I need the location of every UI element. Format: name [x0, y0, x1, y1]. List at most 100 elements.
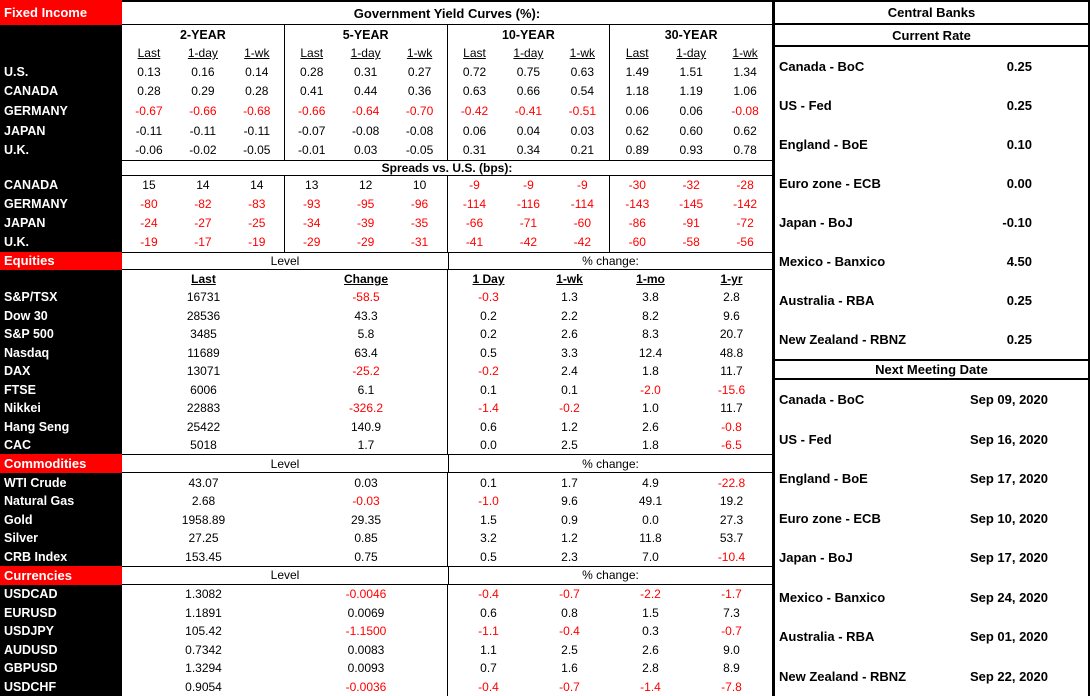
- section-header-row-equities: Equities Level% change:: [0, 251, 772, 270]
- value-cell: -60: [610, 232, 665, 252]
- row-label-japan: JAPAN: [0, 120, 122, 141]
- row-label-nikkei: Nikkei: [0, 398, 122, 418]
- value-cell: -83: [229, 194, 285, 214]
- value-cell: -42: [555, 232, 611, 252]
- value-cell: 0.75: [285, 547, 448, 566]
- value-cell: -0.42: [447, 101, 502, 121]
- value-cell: -0.7: [529, 677, 610, 696]
- meeting-value: Sep 01, 2020: [969, 629, 1048, 645]
- value-cell: 13: [284, 175, 339, 195]
- value-cell: -145: [664, 194, 719, 214]
- column-group-5-year: 5-YEAR: [284, 25, 448, 44]
- meeting-value: Sep 22, 2020: [969, 668, 1048, 684]
- value-cell: 1.49: [610, 62, 665, 82]
- value-cell: 3.8: [610, 287, 691, 307]
- current-rate-list: Canada - BoC 0.25 US - Fed 0.25 England - Bo…: [775, 47, 1088, 359]
- value-cell: -0.41: [501, 101, 556, 121]
- row-label-crb-index: CRB Index: [0, 547, 122, 566]
- spread-row-canada: CANADA 15 14 14 13 12 10 -9 -9 -9 -30 -32 -28: [0, 175, 773, 195]
- level-header: Level: [122, 251, 448, 270]
- bank-label: England - BoE: [779, 137, 868, 152]
- value-cell: 1.18: [610, 81, 665, 102]
- value-cell: 1.7: [285, 435, 448, 455]
- meeting-row-england-boe: England - BoE Sep 17, 2020: [775, 471, 1088, 486]
- value-cell: -86: [610, 213, 665, 233]
- value-cell: -35: [392, 213, 448, 233]
- yield-rows: U.S. 0.13 0.16 0.14 0.28 0.31 0.27 0.72 0.75 0.63…: [0, 62, 773, 160]
- row-label-wti-crude: WTI Crude: [0, 473, 122, 492]
- next-meeting-list: Canada - BoC Sep 09, 2020 US - Fed Sep 16, …: [775, 380, 1088, 696]
- bank-label: Canada - BoC: [779, 392, 865, 408]
- column-header-row: Last Change 1 Day 1-wk 1-mo 1-yr: [0, 269, 772, 288]
- value-cell: 1.8: [610, 435, 691, 455]
- bank-label: US - Fed: [779, 98, 832, 113]
- spacer-cell: [0, 159, 122, 176]
- value-cell: 0.5: [448, 547, 529, 566]
- value-cell: -29: [338, 232, 393, 252]
- row-ftse: FTSE 6006 6.1 0.1 0.1 -2.0 -15.6: [0, 380, 772, 399]
- yield-subheader-row: Last 1-day 1-wk Last 1-day 1-wk Last 1-day 1-wk L…: [0, 44, 773, 62]
- value-cell: -0.07: [284, 120, 339, 141]
- value-cell: 140.9: [285, 417, 448, 436]
- next-meeting-header: Next Meeting Date: [775, 359, 1088, 380]
- value-cell: 0.28: [229, 81, 285, 102]
- value-cell: -0.02: [175, 140, 230, 160]
- section-header-equities: Equities: [0, 251, 122, 270]
- value-cell: 5018: [122, 435, 285, 455]
- value-cell: 9.6: [529, 491, 610, 511]
- value-cell: -0.06: [122, 140, 176, 160]
- value-cell: 2.6: [610, 640, 691, 659]
- row-label-gbpusd: GBPUSD: [0, 658, 122, 678]
- value-cell: 0.78: [718, 140, 773, 160]
- section-header-row-commodities: Commodities Level% change:: [0, 454, 772, 474]
- yield-row-canada: CANADA 0.28 0.29 0.28 0.41 0.44 0.36 0.63 0.66 0.…: [0, 81, 773, 102]
- spacer-cell: [0, 25, 122, 44]
- value-cell: 0.03: [285, 473, 448, 492]
- value-cell: -25: [229, 213, 285, 233]
- bank-label: Mexico - Banxico: [779, 254, 886, 269]
- value-cell: -72: [718, 213, 773, 233]
- value-cell: 28536: [122, 306, 285, 325]
- value-cell: 29.35: [285, 510, 448, 529]
- value-cell: -56: [718, 232, 773, 252]
- value-cell: 1.7: [529, 473, 610, 492]
- section-equities: Equities Level% change: Last Change 1 Day 1-w…: [0, 251, 772, 455]
- value-cell: -6.5: [691, 435, 772, 455]
- value-cell: -114: [447, 194, 502, 214]
- row-label-japan: JAPAN: [0, 213, 122, 233]
- value-cell: 7.3: [691, 603, 772, 622]
- value-cell: -19: [122, 232, 176, 252]
- row-label-dax: DAX: [0, 361, 122, 381]
- row-nasdaq: Nasdaq 11689 63.4 0.5 3.3 12.4 48.8: [0, 343, 772, 362]
- value-cell: -39: [338, 213, 393, 233]
- bank-label: Canada - BoC: [779, 59, 865, 74]
- row-usdcad: USDCAD 1.3082 -0.0046 -0.4 -0.7 -2.2 -1.7: [0, 584, 772, 604]
- row-wti-crude: WTI Crude 43.07 0.03 0.1 1.7 4.9 -22.8: [0, 473, 772, 492]
- value-cell: 11.7: [691, 361, 772, 381]
- value-cell: 1.2: [529, 417, 610, 436]
- row-label-audusd: AUDUSD: [0, 640, 122, 659]
- bank-label: Euro zone - ECB: [779, 510, 881, 526]
- value-cell: -2.2: [610, 584, 691, 604]
- value-cell: 49.1: [610, 491, 691, 511]
- value-cell: -0.11: [175, 120, 230, 141]
- value-cell: 7.0: [610, 547, 691, 566]
- section-commodities: Commodities Level% change: WTI Crude 43.07 0…: [0, 454, 772, 566]
- value-cell: 27.3: [691, 510, 772, 529]
- value-cell: 2.5: [529, 640, 610, 659]
- value-cell: 0.03: [338, 140, 393, 160]
- value-cell: 16731: [122, 287, 285, 307]
- value-cell: 1.19: [664, 81, 719, 102]
- value-cell: -32: [664, 175, 719, 195]
- value-cell: 1.8: [610, 361, 691, 381]
- meeting-value: Sep 17, 2020: [969, 550, 1048, 566]
- value-cell: 1.5: [448, 510, 529, 529]
- meeting-row-new-zealand-rbnz: New Zealand - RBNZ Sep 22, 2020: [775, 669, 1088, 684]
- value-cell: 0.2: [448, 324, 529, 344]
- value-cell: 2.8: [691, 287, 772, 307]
- value-cell: 0.44: [338, 81, 393, 102]
- row-label-s-p-tsx: S&P/TSX: [0, 287, 122, 307]
- value-cell: -0.4: [529, 621, 610, 641]
- value-cell: 6.1: [285, 380, 448, 399]
- value-cell: 0.1: [529, 380, 610, 399]
